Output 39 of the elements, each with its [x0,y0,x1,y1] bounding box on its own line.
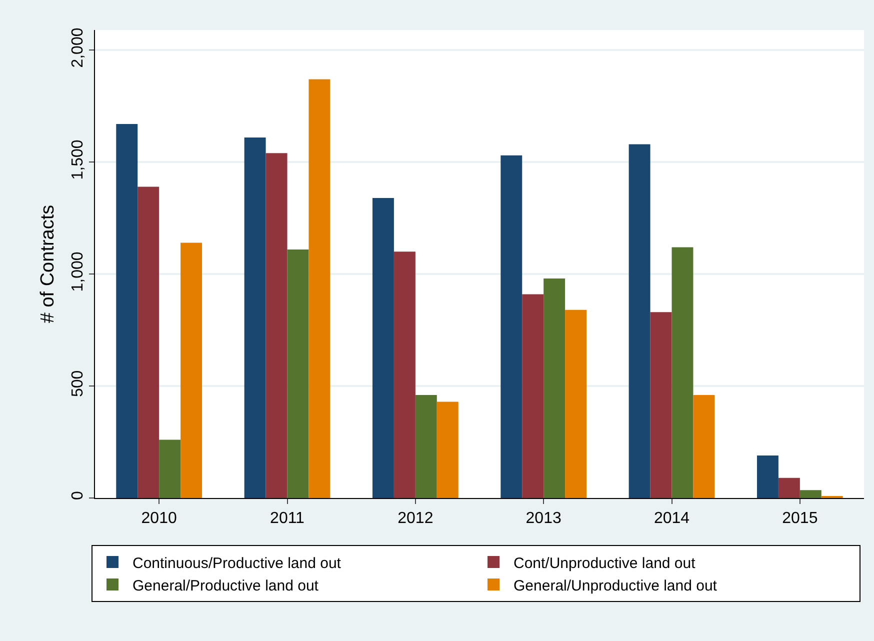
bar [266,153,288,498]
x-tick-label: 2014 [654,510,690,528]
bar [180,242,202,498]
bar [244,137,266,498]
bar [800,490,822,498]
x-tick-label: 2010 [141,510,177,528]
bar [287,249,309,498]
x-tick-label: 2013 [526,510,562,528]
legend-label: Cont/Unproductive land out [514,554,696,572]
bar [116,124,138,498]
bar [778,478,800,498]
bar [650,312,672,498]
bar [159,440,181,498]
legend-label: General/Unproductive land out [514,577,718,594]
bar [693,395,715,498]
bar [372,198,394,498]
bar [500,155,522,498]
bar [565,310,587,498]
bar [628,144,650,498]
y-tick-label: 2,000 [70,28,87,68]
y-axis-title: # of Contracts [37,204,58,324]
bar [138,186,160,498]
bar [672,247,694,498]
legend-label: Continuous/Productive land out [132,554,342,572]
x-tick-label: 2011 [270,510,305,528]
legend-label: General/Productive land out [132,577,320,594]
x-tick-label: 2012 [398,510,434,528]
y-tick-label: 1,500 [70,140,87,180]
y-tick-label: 0 [70,491,87,500]
bar [436,402,458,498]
y-tick-label: 1,000 [70,252,87,292]
bar [415,395,437,498]
bar [522,294,544,498]
x-tick-label: 2015 [782,510,818,528]
y-tick-label: 500 [70,370,87,397]
bar [756,455,778,498]
bar [544,278,566,498]
bar [394,252,416,498]
bar [308,79,330,498]
